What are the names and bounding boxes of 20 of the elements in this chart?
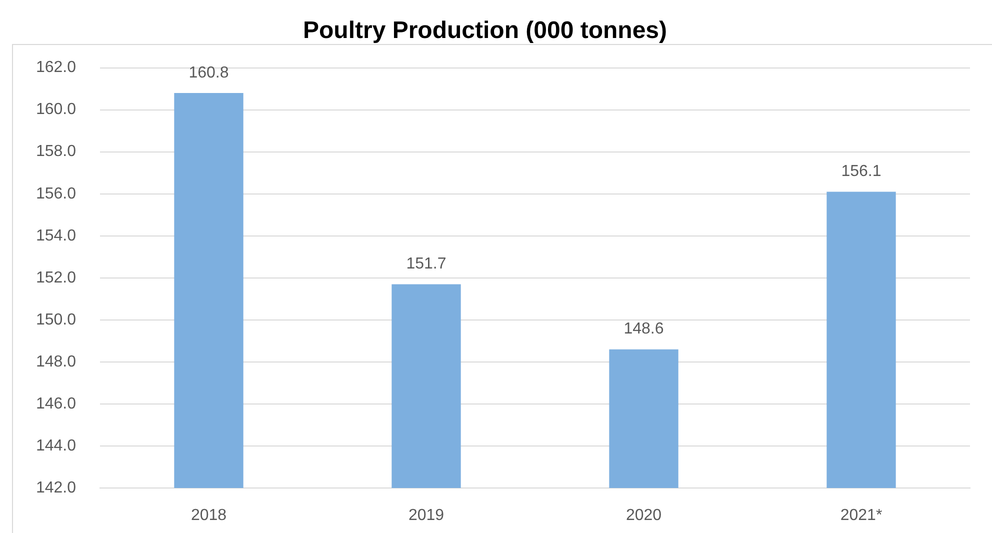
y-tick-label: 150.0 xyxy=(36,311,76,328)
x-tick-label: 2018 xyxy=(190,507,227,524)
x-tick-label: 2019 xyxy=(408,507,444,524)
x-tick-label: 2020 xyxy=(626,507,662,524)
x-tick-label: 2021* xyxy=(840,507,882,524)
data-label: 151.7 xyxy=(406,256,446,273)
chart-title: Poultry Production (000 tonnes) xyxy=(302,17,668,44)
y-tick-label: 158.0 xyxy=(36,143,76,160)
y-tick-label: 142.0 xyxy=(36,479,76,496)
y-tick-label: 156.0 xyxy=(36,185,76,202)
y-tick-label: 160.0 xyxy=(36,101,76,118)
data-label: 160.8 xyxy=(188,64,229,82)
y-tick-label: 154.0 xyxy=(36,227,76,244)
y-tick-label: 146.0 xyxy=(36,395,76,412)
y-tick-label: 148.0 xyxy=(36,353,76,370)
data-label: 148.6 xyxy=(624,320,664,338)
y-tick-label: 162.0 xyxy=(36,59,76,76)
y-tick-label: 144.0 xyxy=(36,437,76,454)
data-label: 156.1 xyxy=(841,163,882,180)
y-tick-label: 152.0 xyxy=(36,269,76,286)
